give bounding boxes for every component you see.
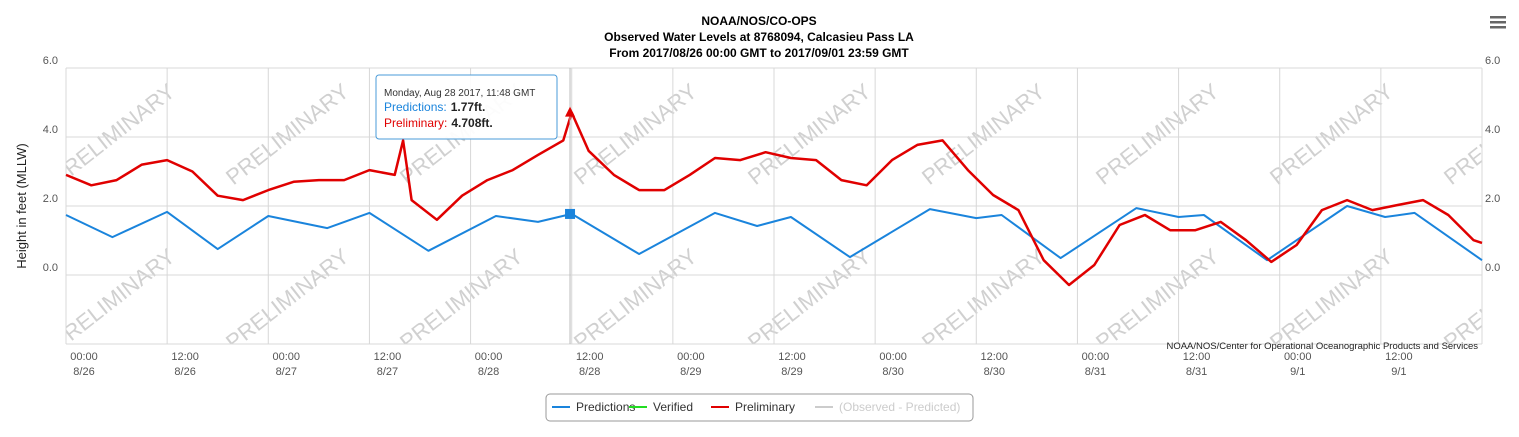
menu-bar: [1490, 16, 1506, 19]
legend-label: (Observed - Predicted): [839, 400, 960, 414]
x-tick-label: 00:00: [273, 351, 301, 363]
x-tick-label: 12:00: [374, 351, 402, 363]
x-tick-date: 9/1: [1290, 366, 1305, 378]
legend-label: Predictions: [576, 400, 635, 414]
series-line: [65, 111, 1483, 287]
watermark: PRELIMINARY: [569, 243, 702, 354]
x-tick-label: 12:00: [171, 351, 199, 363]
watermark: PRELIMINARY: [1265, 243, 1398, 354]
x-tick-date: 8/30: [984, 366, 1005, 378]
tooltip: Monday, Aug 28 2017, 11:48 GMTPrediction…: [375, 68, 576, 344]
y2-tick-label: 4.0: [1485, 124, 1500, 136]
tooltip-title: Monday, Aug 28 2017, 11:48 GMT: [384, 88, 535, 99]
tooltip-value: 4.708ft.: [451, 116, 492, 130]
watermark: PRELIMINARY: [395, 243, 528, 354]
x-tick-date: 8/26: [73, 366, 94, 378]
x-axis: 00:00 8/26 12:00 8/26 00:00 8/27 12:00 8/27 00:0…: [70, 351, 1412, 378]
x-tick-date: 8/31: [1186, 366, 1207, 378]
menu-bar: [1490, 21, 1506, 24]
watermark: PRELIMINARY: [221, 243, 354, 354]
x-tick-label: 00:00: [475, 351, 503, 363]
hover-marker: [565, 106, 576, 117]
watermark: PRELIMINARY: [1265, 78, 1398, 189]
x-tick-date: 8/29: [781, 366, 802, 378]
x-tick-label: 00:00: [1082, 351, 1110, 363]
hover-marker: [565, 208, 576, 219]
y2-tick-label: 6.0: [1485, 55, 1500, 67]
watermark: PRELIMINARY: [917, 243, 1050, 354]
x-tick-label: 12:00: [1183, 351, 1211, 363]
menu-button[interactable]: [1489, 14, 1507, 30]
legend: Predictions Verified Preliminary (Observed …: [545, 393, 974, 422]
y2-tick-label: 2.0: [1485, 193, 1500, 205]
legend-label: Preliminary: [735, 400, 795, 414]
watermark: PRELIMINARY: [1091, 243, 1224, 354]
y-axis-label: Height in feet (MLLW): [14, 143, 29, 268]
watermark: PRELIMINARY: [47, 243, 180, 354]
chart-subtitle: From 2017/08/26 00:00 GMT to 2017/09/01 …: [609, 46, 909, 60]
x-tick-label: 00:00: [70, 351, 98, 363]
x-tick-date: 8/28: [478, 366, 499, 378]
watermark: PRELIMINARY: [743, 78, 876, 189]
watermark: PRELIMINARY: [743, 243, 876, 354]
x-tick-date: 9/1: [1391, 366, 1406, 378]
watermark: PRELIMINARY: [917, 78, 1050, 189]
x-tick-label: 12:00: [981, 351, 1009, 363]
legend-item[interactable]: Verified: [629, 400, 693, 414]
x-tick-date: 8/29: [680, 366, 701, 378]
chart-title: NOAA/NOS/CO-OPS: [701, 14, 816, 28]
watermark: PRELIMINARY: [569, 78, 702, 189]
credits: NOAA/NOS/Center for Operational Oceanogr…: [1166, 341, 1478, 352]
watermark: PRELIMINARY: [47, 78, 180, 189]
chart-subtitle: Observed Water Levels at 8768094, Calcas…: [604, 30, 914, 44]
watermark: PRELIMINARY: [1439, 243, 1519, 354]
x-tick-date: 8/27: [377, 366, 398, 378]
watermark: PRELIMINARY: [221, 78, 354, 189]
x-tick-label: 00:00: [677, 351, 705, 363]
x-tick-date: 8/27: [276, 366, 297, 378]
y-tick-label: 2.0: [43, 193, 58, 205]
watermark: PRELIMINARY: [1091, 78, 1224, 189]
legend-label: Verified: [653, 400, 693, 414]
tooltip-box: [375, 74, 558, 140]
watermark: PRELIMINARY: [1439, 78, 1519, 189]
x-tick-date: 8/31: [1085, 366, 1106, 378]
x-tick-date: 8/28: [579, 366, 600, 378]
grid: [65, 67, 1483, 345]
menu-bar: [1490, 26, 1506, 29]
y-tick-label: 4.0: [43, 124, 58, 136]
x-tick-label: 00:00: [879, 351, 907, 363]
x-tick-label: 12:00: [1385, 351, 1413, 363]
series-line: [65, 205, 1483, 262]
tooltip-label: Predictions:: [384, 100, 447, 114]
y-tick-label: 0.0: [43, 262, 58, 274]
legend-box: [545, 393, 974, 422]
y-tick-label: 6.0: [43, 55, 58, 67]
x-tick-date: 8/26: [174, 366, 195, 378]
tooltip-value: 1.77ft.: [451, 100, 486, 114]
x-tick-label: 12:00: [576, 351, 604, 363]
x-tick-label: 12:00: [778, 351, 806, 363]
legend-item[interactable]: (Observed - Predicted): [815, 400, 960, 414]
tooltip-label: Preliminary:: [384, 116, 447, 130]
legend-item[interactable]: Preliminary: [711, 400, 795, 414]
x-tick-label: 00:00: [1284, 351, 1312, 363]
legend-item[interactable]: Predictions: [552, 400, 635, 414]
y2-tick-label: 0.0: [1485, 262, 1500, 274]
series-layer: [65, 111, 1483, 287]
x-tick-date: 8/30: [882, 366, 903, 378]
